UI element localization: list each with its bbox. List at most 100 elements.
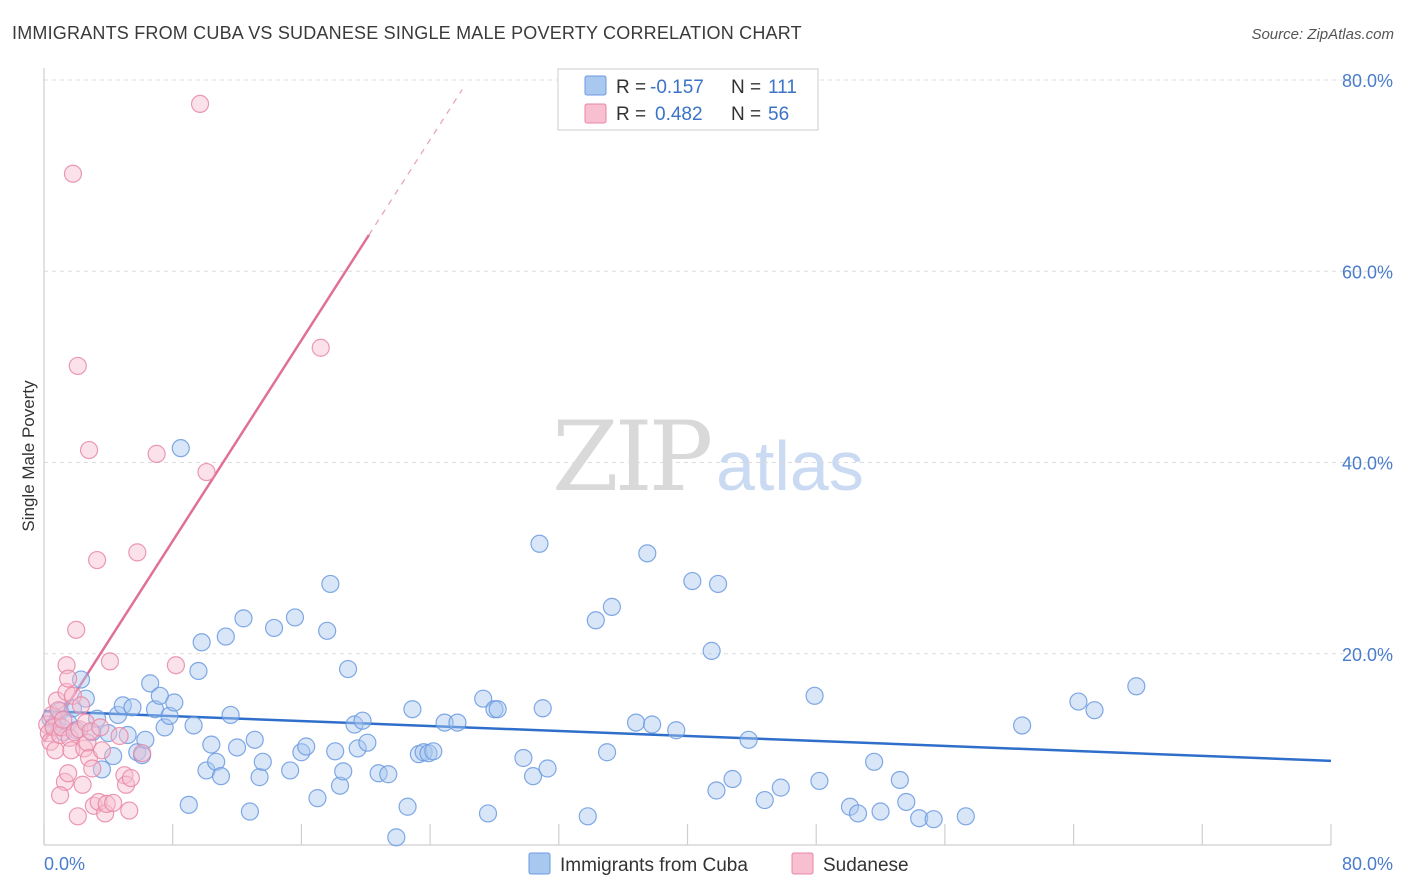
point-sudanese-49: [166, 656, 186, 675]
y-tick-labels: 20.0% 40.0% 60.0% 80.0%: [1342, 71, 1393, 665]
point-cuba-14: [104, 746, 123, 766]
point-sudanese-52: [50, 786, 70, 805]
series-legend-swatch-sudanese: [791, 852, 814, 875]
point-cuba-26: [160, 706, 179, 726]
series-legend: Immigrants from Cuba Sudanese: [528, 852, 909, 876]
point-cuba-35: [207, 752, 226, 771]
point-sudanese-41: [121, 768, 140, 788]
point-cuba-105: [910, 809, 929, 828]
point-cuba-73: [478, 804, 498, 823]
point-cuba-43: [250, 768, 269, 787]
y-tick-label-2: 60.0%: [1342, 262, 1393, 282]
point-cuba-37: [216, 627, 235, 646]
point-cuba-8: [71, 670, 91, 689]
point-cuba-83: [597, 743, 617, 762]
point-sudanese-40: [120, 801, 139, 820]
point-sudanese-55: [71, 696, 91, 715]
point-cuba-79: [533, 699, 552, 718]
point-cuba-97: [805, 686, 824, 705]
point-sudanese-54: [91, 718, 110, 737]
point-sudanese-24: [76, 713, 95, 732]
point-cuba-90: [702, 641, 721, 660]
point-sudanese-2: [41, 732, 60, 751]
point-cuba-51: [318, 621, 337, 640]
point-cuba-50: [308, 789, 327, 808]
point-cuba-69: [424, 742, 443, 761]
point-cuba-80: [538, 759, 557, 778]
point-sudanese-22: [73, 775, 92, 794]
gridlines: [44, 79, 1392, 655]
point-sudanese-43: [133, 744, 152, 763]
point-cuba-102: [871, 802, 890, 821]
point-cuba-15: [108, 705, 128, 725]
point-cuba-42: [245, 730, 264, 749]
point-cuba-95: [755, 790, 774, 810]
legend-n-value-sudanese: 56: [768, 104, 789, 125]
series-legend-label-cuba: Immigrants from Cuba: [560, 855, 748, 876]
point-cuba-36: [211, 767, 231, 786]
point-cuba-91: [707, 781, 726, 800]
point-sudanese-37: [110, 726, 129, 746]
x-tick-label-0: 0.0%: [44, 854, 85, 874]
point-sudanese-46: [79, 440, 99, 460]
point-cuba-86: [638, 544, 657, 563]
point-sudanese-23: [75, 739, 94, 758]
point-cuba-76: [514, 748, 533, 768]
point-sudanese-36: [104, 793, 123, 813]
point-cuba-61: [369, 764, 388, 783]
point-cuba-108: [1013, 716, 1032, 735]
point-cuba-56: [338, 659, 358, 679]
point-sudanese-20: [68, 807, 87, 826]
point-cuba-63: [387, 828, 406, 847]
point-cuba-47: [285, 608, 305, 627]
y-tick-label-3: 80.0%: [1342, 71, 1393, 91]
point-sudanese-13: [57, 656, 76, 675]
point-cuba-39: [227, 738, 247, 757]
point-sudanese-44: [63, 164, 83, 183]
point-sudanese-42: [128, 543, 147, 562]
point-cuba-101: [865, 752, 884, 771]
point-cuba-103: [890, 770, 909, 790]
point-cuba-72: [474, 689, 493, 708]
point-cuba-89: [683, 571, 702, 591]
point-cuba-106: [924, 810, 943, 829]
legend-r-value-sudanese: 0.482: [655, 104, 703, 125]
point-cuba-75: [488, 700, 507, 719]
point-cuba-29: [179, 795, 198, 814]
point-sudanese-53: [59, 764, 78, 783]
point-sudanese-30: [87, 550, 107, 570]
trend-lines: [42, 89, 1332, 763]
x-tick-label-1: 80.0%: [1342, 854, 1393, 874]
y-tick-label-0: 20.0%: [1342, 645, 1393, 665]
legend-r-value-cuba: -0.157: [650, 77, 704, 98]
point-sudanese-10: [54, 710, 73, 729]
point-sudanese-14: [59, 669, 78, 688]
point-cuba-85: [626, 713, 646, 732]
chart-title: IMMIGRANTS FROM CUBA VS SUDANESE SINGLE …: [12, 23, 802, 43]
point-cuba-21: [136, 730, 155, 749]
point-cuba-54: [330, 776, 350, 795]
point-cuba-71: [448, 713, 467, 732]
point-cuba-107: [956, 807, 975, 826]
point-cuba-25: [155, 718, 174, 737]
point-sudanese-47: [147, 444, 166, 463]
point-cuba-52: [321, 574, 340, 594]
point-cuba-81: [578, 807, 597, 826]
legend-r-label-sudanese: R =: [616, 104, 646, 125]
point-cuba-92: [708, 574, 728, 594]
point-cuba-94: [739, 730, 758, 749]
point-sudanese-21: [70, 720, 89, 739]
point-cuba-109: [1069, 692, 1088, 711]
point-cuba-65: [403, 700, 422, 719]
point-sudanese-28: [83, 759, 102, 778]
legend-n-value-cuba: 111: [768, 77, 797, 98]
legend-n-label-sudanese: N =: [731, 104, 761, 125]
trend-line-cuba: [43, 709, 1332, 763]
point-cuba-44: [253, 752, 272, 771]
point-cuba-30: [184, 716, 203, 735]
point-sudanese-19: [67, 620, 86, 639]
point-cuba-70: [435, 713, 454, 732]
data-points: [38, 94, 1146, 847]
point-sudanese-7: [49, 701, 68, 720]
point-cuba-31: [189, 661, 208, 681]
